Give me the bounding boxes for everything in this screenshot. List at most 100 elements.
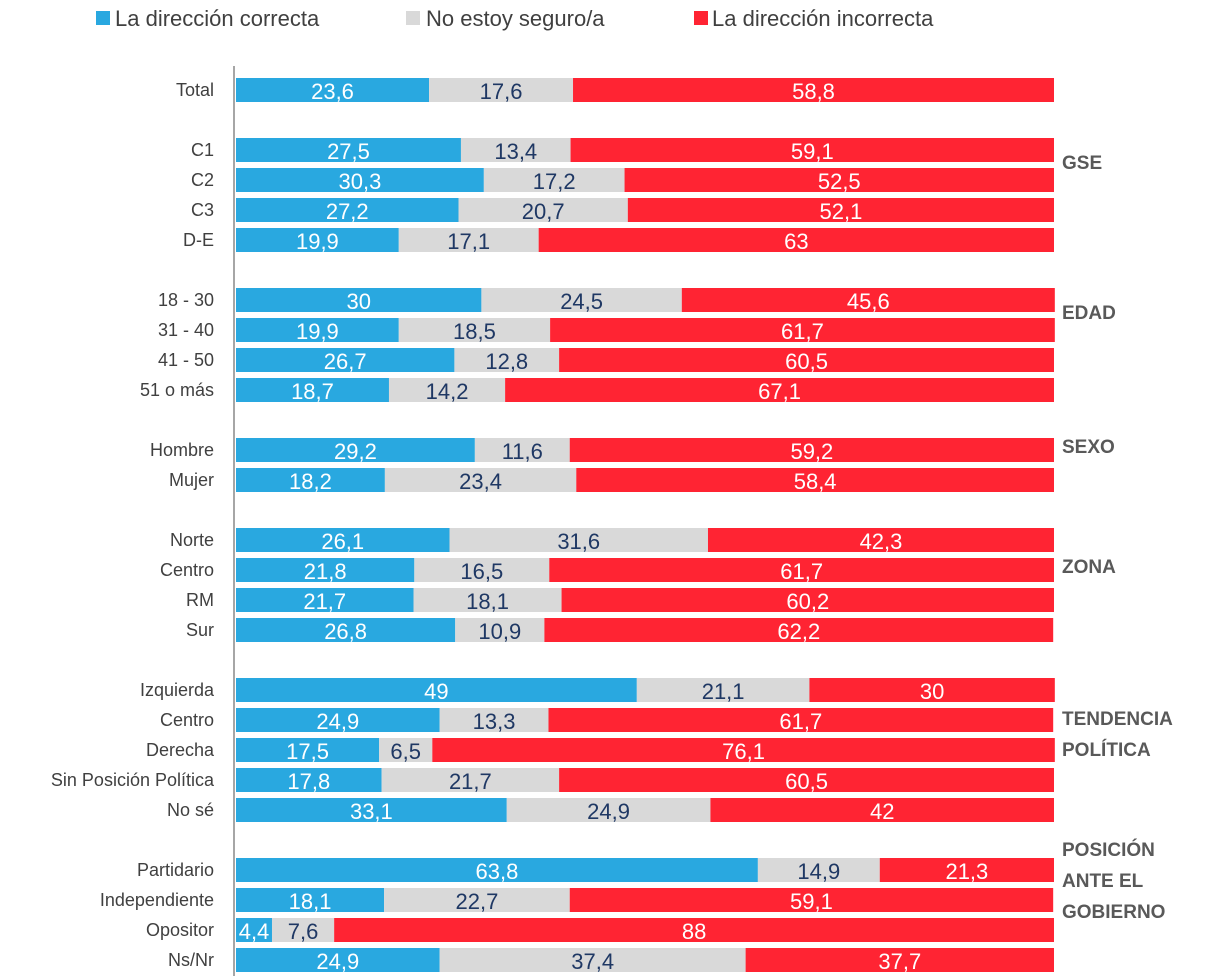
data-label-series-2: 17,2 [533, 169, 576, 194]
bar-segment-series-2 [455, 618, 545, 642]
legend-label-1: La dirección correcta [115, 6, 320, 31]
data-label-series-3: 42,3 [860, 529, 903, 554]
data-label-series-3: 63 [784, 229, 808, 254]
category-label: Sin Posición Política [51, 770, 215, 790]
category-label: Norte [170, 530, 214, 550]
data-label-series-2: 7,6 [288, 919, 319, 944]
data-label-series-1: 26,7 [324, 349, 367, 374]
data-label-series-1: 24,9 [316, 949, 359, 974]
category-label: 41 - 50 [158, 350, 214, 370]
data-label-series-1: 4,4 [239, 919, 270, 944]
bar-segment-series-1 [236, 858, 758, 882]
category-label: 18 - 30 [158, 290, 214, 310]
data-label-series-3: 37,7 [878, 949, 921, 974]
bar-segment-series-2 [439, 948, 746, 972]
bar-segment-series-2 [506, 798, 711, 822]
bar-segment-series-1 [236, 618, 456, 642]
bar-segment-series-2 [458, 198, 628, 222]
bar-segment-series-1 [236, 798, 507, 822]
bar-segment-series-1 [236, 588, 414, 612]
bar-segment-series-1 [236, 678, 637, 702]
bar-segment-series-2 [454, 348, 560, 372]
category-label: Mujer [169, 470, 214, 490]
data-label-series-1: 21,8 [304, 559, 347, 584]
bar-segment-series-2 [398, 318, 551, 342]
bars-area: 23,6 17,6 58,8 27,5 13,4 59,1 30,3 17,2 52,5 27,2… [236, 78, 1055, 974]
data-label-series-3: 67,1 [758, 379, 801, 404]
bar-segment-series-3 [561, 588, 1054, 612]
data-label-series-3: 42 [870, 799, 894, 824]
data-label-series-3: 52,5 [818, 169, 861, 194]
bar-segment-series-1 [236, 558, 415, 582]
category-label: D-E [183, 230, 214, 250]
bar-segment-series-2 [474, 438, 570, 462]
data-label-series-1: 29,2 [334, 439, 377, 464]
data-label-series-3: 59,1 [791, 139, 834, 164]
data-label-series-3: 61,7 [779, 709, 822, 734]
bar-segment-series-3 [538, 228, 1054, 252]
bar-segment-series-3 [707, 528, 1054, 552]
bar-segment-series-2 [483, 168, 625, 192]
bar-segment-series-1 [236, 708, 440, 732]
category-label: 31 - 40 [158, 320, 214, 340]
data-label-series-2: 37,4 [571, 949, 614, 974]
group-label: POLÍTICA [1062, 739, 1151, 761]
category-label: Opositor [146, 920, 214, 940]
data-label-series-3: 58,4 [794, 469, 837, 494]
category-label: Ns/Nr [168, 950, 214, 970]
data-label-series-1: 26,8 [324, 619, 367, 644]
bar-segment-series-3 [681, 288, 1055, 312]
bar-segment-series-1 [236, 378, 389, 402]
data-label-series-1: 18,1 [289, 889, 332, 914]
bar-segment-series-1 [236, 888, 385, 912]
data-label-series-2: 31,6 [557, 529, 600, 554]
bar-segment-series-2 [271, 918, 335, 942]
data-label-series-2: 21,1 [702, 679, 745, 704]
data-label-series-2: 10,9 [478, 619, 521, 644]
category-label: Sur [186, 620, 214, 640]
bar-segment-series-1 [236, 438, 475, 462]
data-label-series-3: 58,8 [792, 79, 835, 104]
bar-segment-series-2 [388, 378, 506, 402]
data-label-series-1: 23,6 [311, 79, 354, 104]
data-label-series-3: 59,2 [790, 439, 833, 464]
bar-segment-series-1 [236, 468, 385, 492]
bar-segment-series-2 [460, 138, 571, 162]
bar-segment-series-1 [236, 738, 380, 762]
bar-segment-series-3 [879, 858, 1054, 882]
bar-segment-series-3 [505, 378, 1054, 402]
bar-segment-series-2 [379, 738, 433, 762]
bar-segment-series-3 [548, 708, 1054, 732]
legend-swatch-1 [96, 11, 110, 25]
data-label-series-2: 22,7 [455, 889, 498, 914]
bar-segment-series-1 [236, 198, 459, 222]
bar-segment-series-1 [236, 168, 484, 192]
bar-segment-series-2 [429, 78, 574, 102]
data-label-series-2: 21,7 [449, 769, 492, 794]
bar-segment-series-2 [636, 678, 810, 702]
category-label: Izquierda [140, 680, 215, 700]
bar-segment-series-2 [414, 558, 550, 582]
bar-segment-series-3 [550, 318, 1055, 342]
bar-segment-series-2 [381, 768, 560, 792]
data-label-series-2: 17,6 [480, 79, 523, 104]
category-label: Independiente [100, 890, 214, 910]
bar-segment-series-3 [559, 768, 1054, 792]
data-label-series-2: 17,1 [447, 229, 490, 254]
data-label-series-2: 11,6 [502, 439, 543, 464]
data-label-series-2: 14,9 [797, 859, 840, 884]
bar-segment-series-1 [236, 228, 399, 252]
bar-segment-series-1 [236, 138, 461, 162]
bar-segment-series-2 [757, 858, 880, 882]
bar-segment-series-3 [432, 738, 1055, 762]
data-label-series-3: 76,1 [722, 739, 765, 764]
data-label-series-3: 60,5 [785, 349, 828, 374]
legend-swatch-2 [406, 11, 420, 25]
data-label-series-1: 18,2 [289, 469, 332, 494]
category-label: Derecha [146, 740, 215, 760]
data-label-series-3: 62,2 [777, 619, 820, 644]
data-label-series-3: 61,7 [781, 319, 824, 344]
data-label-series-2: 20,7 [522, 199, 565, 224]
bar-segment-series-3 [573, 78, 1054, 102]
category-label: Partidario [137, 860, 214, 880]
